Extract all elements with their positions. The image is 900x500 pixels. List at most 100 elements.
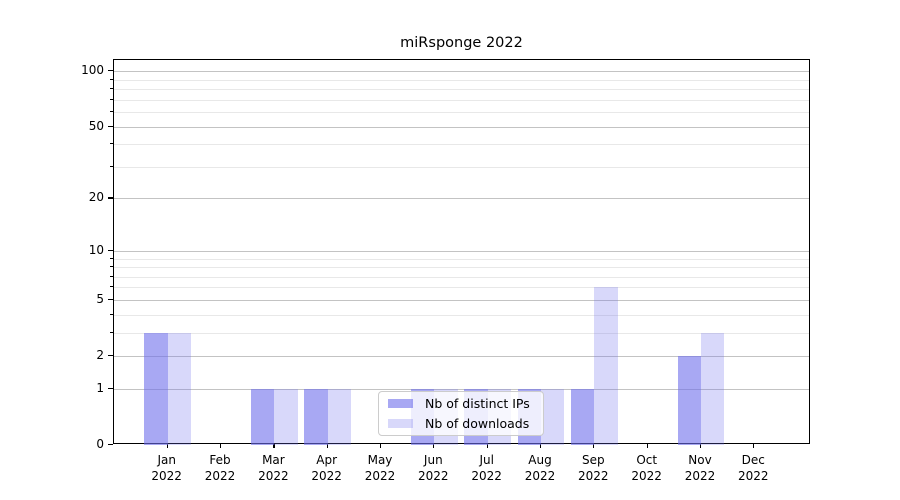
legend-swatch-downloads <box>388 419 413 428</box>
bar-downloads-mar <box>274 388 298 445</box>
x-tick-year: 2022 <box>311 469 342 483</box>
legend-item-downloads: Nb of downloads <box>388 416 543 431</box>
y-tick-mark <box>108 125 113 127</box>
legend-swatch-distinct-ips <box>388 399 413 408</box>
y-tick-mark <box>108 387 113 390</box>
x-tick-year: 2022 <box>364 469 396 483</box>
chart-title: miRsponge 2022 <box>400 35 523 51</box>
y-minor-tick <box>110 331 113 333</box>
x-tick-mark <box>646 444 648 448</box>
x-tick-label: Aug 2022 <box>510 452 570 484</box>
x-tick-month: Apr <box>316 453 338 467</box>
x-tick-mark <box>593 444 595 448</box>
y-minor-tick <box>110 286 113 288</box>
y-tick-label: 100 <box>81 63 104 78</box>
y-tick-label: 2 <box>96 348 104 362</box>
x-tick-year: 2022 <box>258 469 289 483</box>
y-tick-label: 50 <box>88 118 104 133</box>
plot-area <box>113 59 810 445</box>
x-tick-label: Apr 2022 <box>297 452 357 484</box>
y-minor-tick <box>110 275 113 277</box>
bar-distinct-ips-apr <box>304 388 328 445</box>
gridline-minor <box>114 99 809 101</box>
x-tick-year: 2022 <box>418 469 449 483</box>
legend: Nb of distinct IPs Nb of downloads <box>378 391 544 436</box>
x-tick-year: 2022 <box>151 469 182 483</box>
x-tick-year: 2022 <box>204 469 236 483</box>
gridline-minor <box>114 89 809 91</box>
bar-distinct-ips-sep <box>571 388 595 445</box>
x-tick-mark <box>433 444 435 448</box>
x-tick-year: 2022 <box>471 469 502 483</box>
x-tick-mark <box>380 444 382 448</box>
gridline-major <box>114 299 809 301</box>
bar-downloads-nov <box>701 332 725 445</box>
x-tick-month: Mar <box>262 453 285 467</box>
gridline-major <box>114 250 809 252</box>
x-tick-label: Dec 2022 <box>723 452 783 484</box>
y-tick-mark <box>108 298 113 301</box>
gridline-minor <box>114 314 809 316</box>
bar-distinct-ips-mar <box>251 388 275 445</box>
x-tick-year: 2022 <box>738 469 769 483</box>
x-tick-label: May 2022 <box>350 452 410 484</box>
y-tick-mark <box>108 355 113 357</box>
gridline-major <box>114 126 809 128</box>
x-tick-mark <box>540 444 542 448</box>
x-tick-mark <box>486 444 488 448</box>
x-tick-mark <box>700 444 702 448</box>
x-tick-label: Jan 2022 <box>137 452 197 484</box>
x-tick-mark <box>220 444 222 448</box>
gridline-minor <box>114 332 809 334</box>
y-tick-label: 5 <box>96 291 104 306</box>
x-tick-month: Jan <box>157 453 176 467</box>
y-tick-mark <box>108 249 113 251</box>
y-tick-mark <box>108 70 113 72</box>
y-tick-label: 10 <box>88 242 104 257</box>
x-tick-label: Oct 2022 <box>617 452 677 484</box>
y-minor-tick <box>110 143 113 145</box>
legend-label-distinct-ips: Nb of distinct IPs <box>425 396 530 411</box>
x-tick-label: Nov 2022 <box>670 452 730 484</box>
gridline-minor <box>114 276 809 278</box>
gridline-minor <box>114 144 809 146</box>
bar-distinct-ips-jan <box>144 332 168 445</box>
bar-distinct-ips-nov <box>677 356 701 445</box>
x-tick-month: Jul <box>479 453 494 467</box>
x-tick-year: 2022 <box>524 469 556 483</box>
x-tick-month: Feb <box>209 453 231 467</box>
x-tick-month: Dec <box>741 453 765 467</box>
gridline-major <box>114 71 809 73</box>
y-minor-tick <box>110 257 113 259</box>
legend-label-downloads: Nb of downloads <box>425 416 530 431</box>
y-minor-tick <box>110 78 113 80</box>
gridline-major <box>114 356 809 357</box>
gridline-minor <box>114 166 809 168</box>
x-tick-month: Sep <box>581 453 605 467</box>
x-tick-label: Feb 2022 <box>190 452 250 484</box>
gridline-major <box>114 388 809 390</box>
gridline-minor <box>114 112 809 113</box>
y-minor-tick <box>110 313 113 315</box>
x-tick-mark <box>166 444 168 448</box>
gridline-minor <box>114 79 809 81</box>
x-tick-year: 2022 <box>578 469 609 483</box>
y-tick-label: 1 <box>96 380 104 395</box>
x-tick-mark <box>326 444 328 448</box>
y-minor-tick <box>110 111 113 112</box>
x-tick-month: Oct <box>636 453 658 467</box>
x-tick-mark <box>273 444 275 448</box>
bar-downloads-aug <box>541 388 565 445</box>
y-tick-mark <box>108 197 113 199</box>
x-tick-label: Sep 2022 <box>563 452 623 484</box>
y-tick-label: 0 <box>96 437 104 451</box>
gridline-minor <box>114 258 809 260</box>
x-tick-label: Mar 2022 <box>243 452 303 484</box>
x-tick-month: May <box>367 453 393 467</box>
x-tick-month: Jun <box>423 453 443 467</box>
x-tick-month: Nov <box>688 453 712 467</box>
bar-downloads-sep <box>594 287 618 445</box>
y-minor-tick <box>110 266 113 267</box>
bar-downloads-jan <box>167 332 191 445</box>
y-minor-tick <box>110 98 113 100</box>
